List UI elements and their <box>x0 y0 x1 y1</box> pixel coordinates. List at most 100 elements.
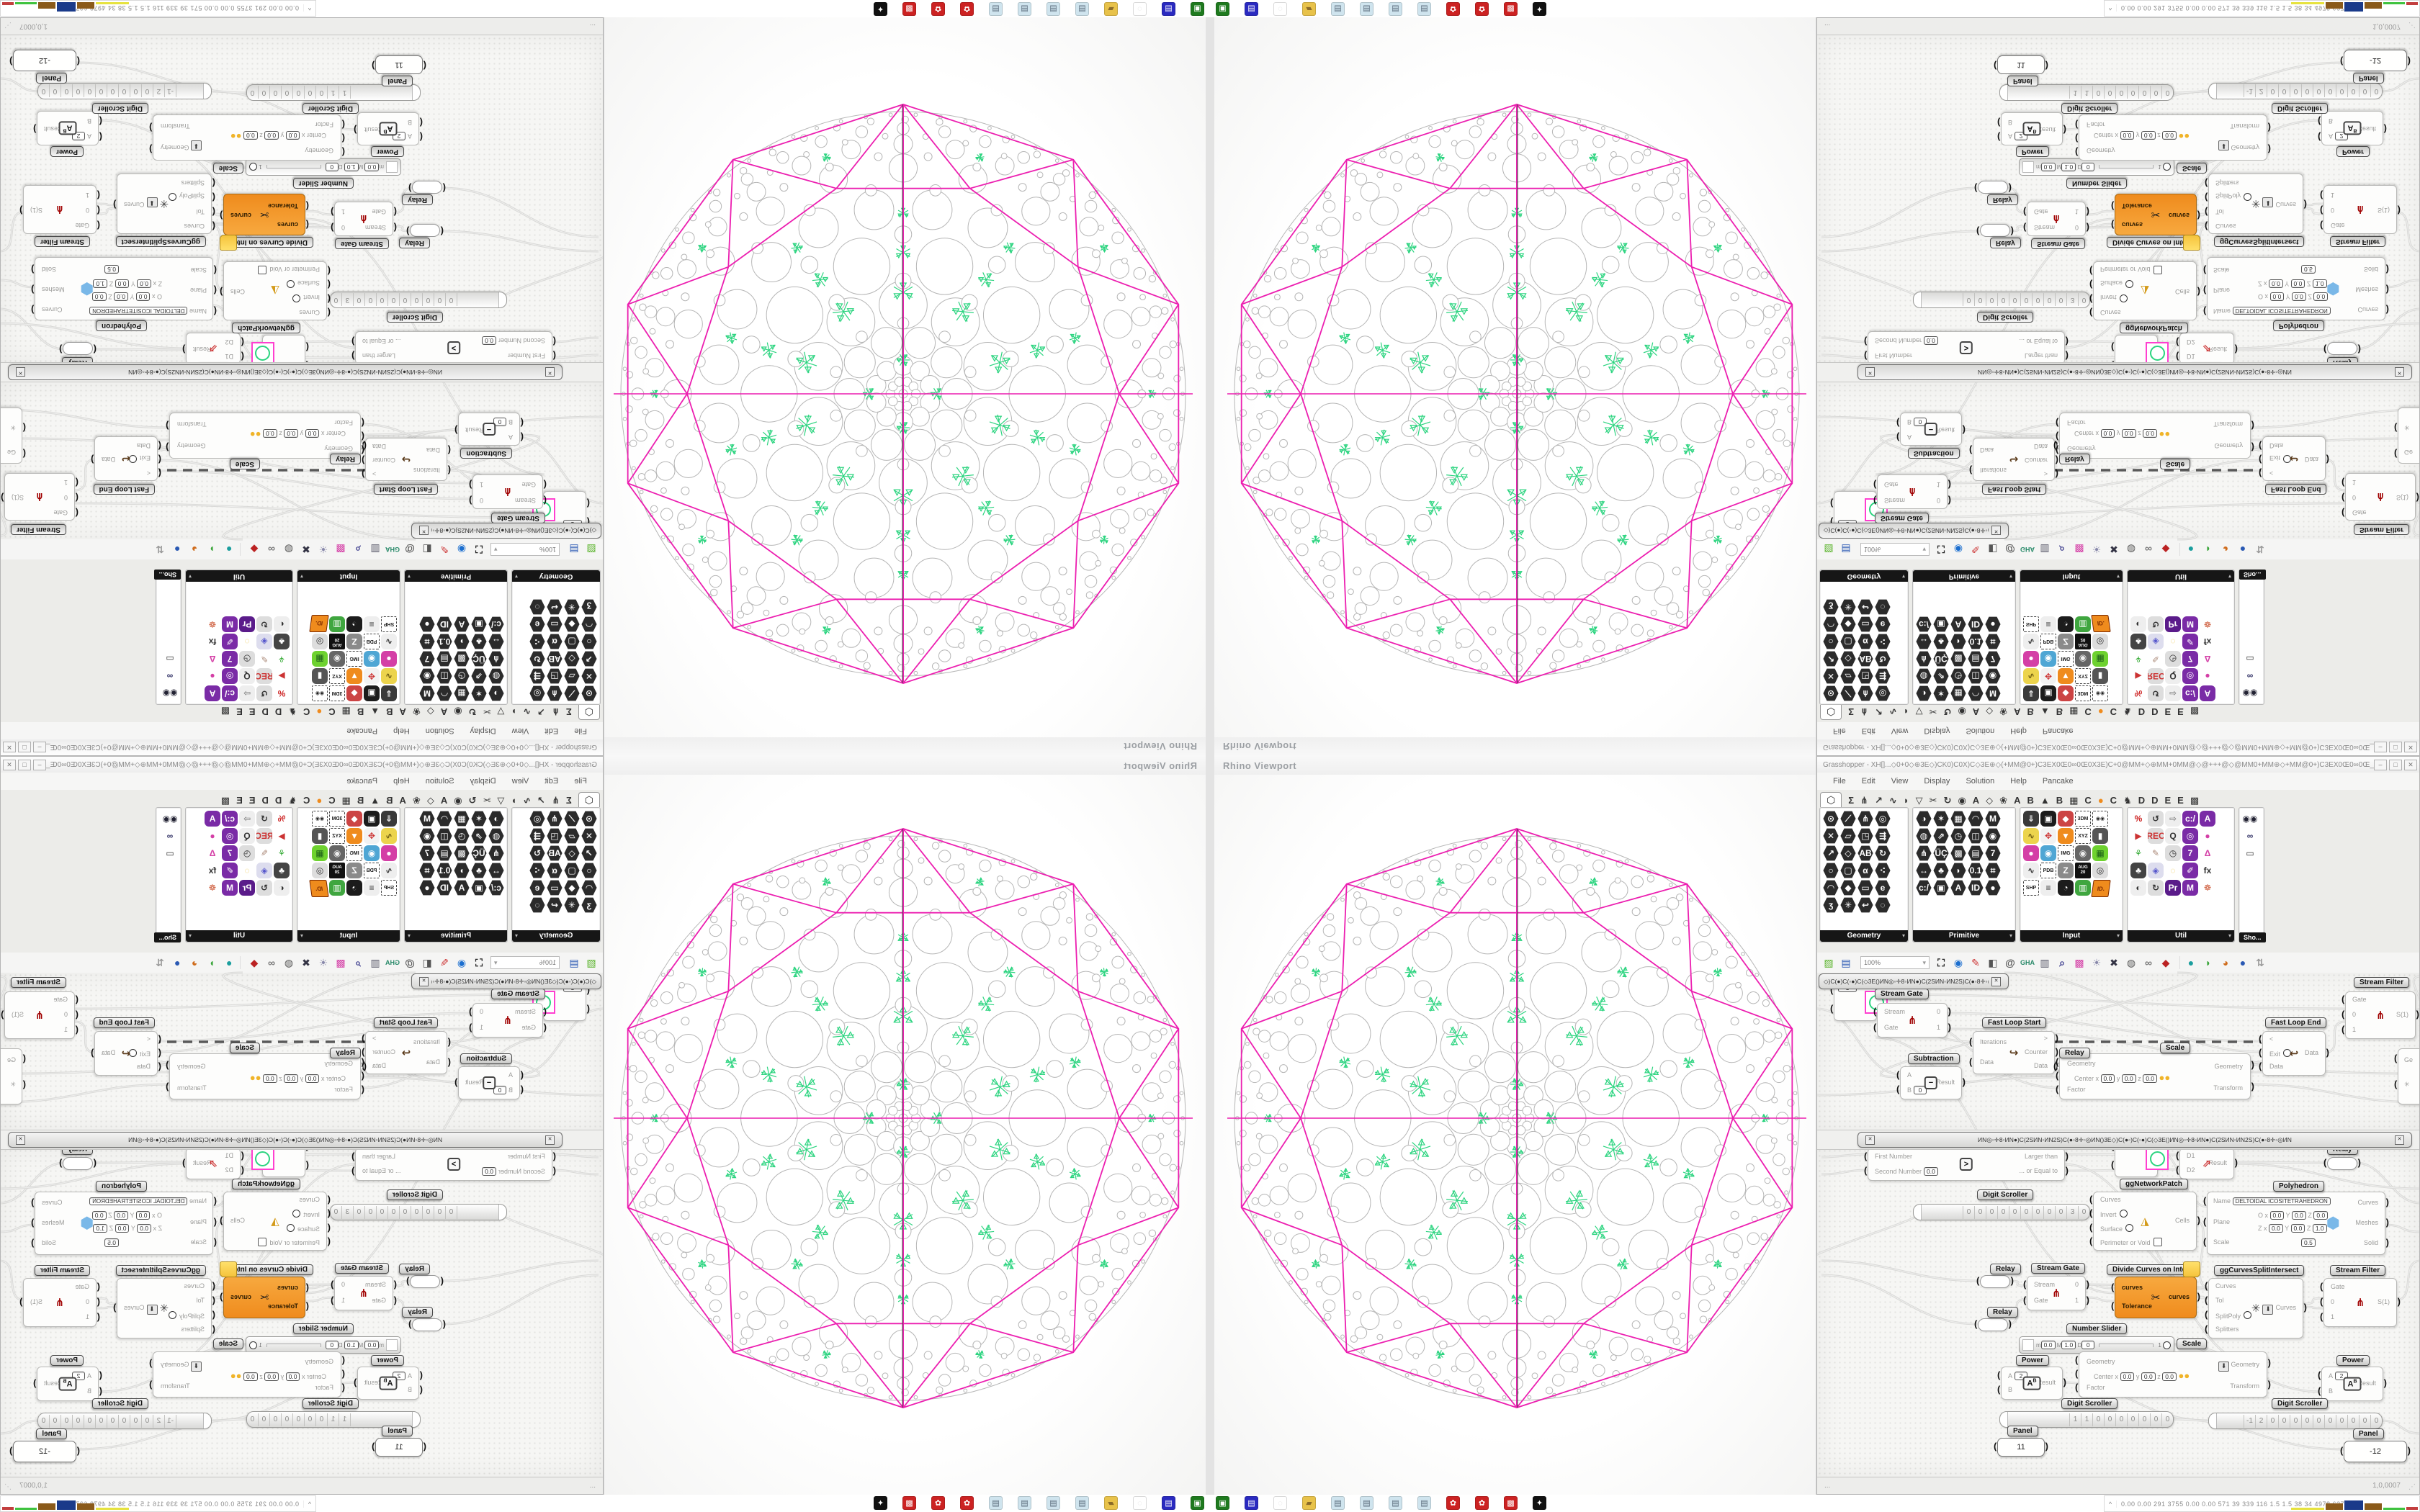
collapse-chevron-icon[interactable]: ^ <box>2105 4 2117 12</box>
node-label[interactable]: Subtraction <box>460 448 512 459</box>
output-port[interactable]: ) <box>2385 1217 2389 1228</box>
output-port[interactable]: ) <box>2055 1032 2058 1044</box>
scale-node[interactable]: Geometry Center x 0.0 y 0.0 z 0.0 ●● Facto… <box>2075 1351 2271 1398</box>
input-port[interactable]: ( <box>2023 207 2027 218</box>
node-label[interactable]: Fast Loop End <box>93 484 155 495</box>
output-port[interactable]: ) <box>59 1157 63 1168</box>
component-icon[interactable]: ◉ <box>2075 845 2091 861</box>
input-port[interactable]: ( <box>419 132 423 143</box>
component-icon[interactable]: c:/ <box>2182 811 2198 827</box>
input-port[interactable]: ( <box>393 222 397 233</box>
output-port[interactable]: ) <box>2234 344 2238 355</box>
component-icon[interactable]: e <box>1875 880 1891 896</box>
input-port[interactable]: ( <box>2259 454 2262 465</box>
node-label[interactable]: Fast Loop End <box>93 1017 155 1028</box>
component-icon[interactable]: ◐ <box>2130 880 2146 896</box>
component-icon[interactable]: ⌗ <box>1985 863 2001 878</box>
input-port[interactable]: ( <box>361 1070 364 1081</box>
input-port[interactable]: ( <box>2111 1159 2115 1170</box>
input-port[interactable]: ( <box>2056 445 2059 456</box>
mountain-tab[interactable]: ▲ <box>2040 795 2050 806</box>
component-icon[interactable]: ✶ <box>1933 811 1949 827</box>
menu-item-pancake[interactable]: Pancake <box>2042 777 2074 786</box>
component-icon[interactable]: ♣ <box>1933 863 1949 878</box>
node-label[interactable]: Scale <box>2177 163 2208 174</box>
input-port[interactable]: ( <box>543 480 547 491</box>
node-label[interactable]: Stream Filter <box>2330 236 2386 247</box>
output-port[interactable]: ) <box>2065 336 2069 347</box>
fast-loop-start-node[interactable]: (Iterations(Data)>)Counter)Data↪ <box>1969 1031 2058 1074</box>
clipped-node[interactable]: Ge ✳(( <box>2394 408 2420 464</box>
node-label[interactable]: Number Slider <box>2066 178 2128 189</box>
component-icon[interactable]: ⁖ <box>1875 863 1891 878</box>
input-port[interactable]: ( <box>440 1275 444 1286</box>
node-label[interactable]: Panel <box>382 76 413 86</box>
node-label[interactable]: Relay <box>1987 1307 2018 1318</box>
input-port[interactable]: ( <box>2341 1023 2345 1035</box>
output-port[interactable]: ) <box>351 336 355 347</box>
stream-gate-node[interactable]: (Stream(Gate) 0) 1 ⋔ <box>469 474 547 509</box>
fast-loop-end-node[interactable]: (<(Exit(Data) Data ↩ <box>2259 1031 2329 1076</box>
floppy-icon[interactable]: ▤ <box>1162 2 1175 16</box>
claw-icon[interactable]: ✦ <box>1533 2 1546 16</box>
node-label[interactable]: Digit Scroller <box>2272 1398 2329 1409</box>
output-port[interactable]: ) <box>354 125 357 135</box>
panel-label[interactable]: Primitive ▾ <box>1913 930 2015 942</box>
node-label[interactable]: Stream Gate <box>335 238 389 249</box>
panel-node[interactable]: -12() <box>2340 50 2411 71</box>
node-label[interactable]: Digit Scroller <box>91 103 148 114</box>
input-port[interactable]: ( <box>1896 432 1900 444</box>
node-label[interactable]: Digit Scroller <box>302 103 359 114</box>
input-port[interactable]: ( <box>97 189 100 201</box>
input-port[interactable]: ( <box>2023 1294 2027 1305</box>
curve-tab[interactable]: ∿ <box>1888 795 1897 806</box>
node-label[interactable]: Relay <box>402 1307 433 1318</box>
node-label[interactable]: Stream Filter <box>2354 977 2410 988</box>
node-label[interactable]: Panel <box>2353 73 2384 84</box>
node-label[interactable]: Stream Gate <box>491 513 545 523</box>
component-icon[interactable]: ◌ <box>1875 897 1891 913</box>
console-icon[interactable]: ▣ <box>1191 1496 1204 1510</box>
component-icon[interactable]: fx <box>2200 863 2215 878</box>
viewport-titlebar[interactable]: Rhino Viewport <box>1214 737 1816 756</box>
input-port[interactable]: ( <box>2176 1150 2179 1161</box>
bulb-icon[interactable]: ☀ <box>2092 956 2102 968</box>
component-icon[interactable]: M <box>1985 811 2001 827</box>
clipped-node[interactable]: Ge ✳(( <box>2394 1048 2419 1104</box>
component-icon[interactable]: ◎ <box>2092 863 2108 878</box>
surface-tab[interactable]: ◗ <box>1903 795 1909 806</box>
output-port[interactable]: ) <box>220 287 223 297</box>
node-label[interactable]: ggNetworkPatch <box>2120 323 2188 333</box>
tab-b2[interactable]: B <box>2056 795 2063 806</box>
output-port[interactable]: ) <box>113 199 117 210</box>
input-port[interactable]: ( <box>305 220 309 231</box>
input-port[interactable]: ( <box>2320 220 2323 232</box>
component-icon[interactable]: ⇗ <box>1933 828 1949 844</box>
output-port[interactable]: ) <box>1962 425 1966 436</box>
input-port[interactable]: ( <box>586 498 590 509</box>
input-port[interactable]: ( <box>1896 1068 1900 1080</box>
red-badge-icon[interactable]: ✿ <box>1446 2 1460 16</box>
output-port[interactable]: ) <box>31 1236 35 1248</box>
node-label[interactable]: Relay <box>2059 1048 2090 1058</box>
output-port[interactable]: ) <box>2267 1357 2271 1368</box>
input-port[interactable]: ( <box>447 445 451 456</box>
scale-node[interactable]: Geometry Center x 0.0 y 0.0 z 0.0 ●● Facto… <box>166 1053 364 1099</box>
input-port[interactable]: ( <box>2205 1295 2208 1305</box>
node-label[interactable]: Stream Filter <box>34 236 90 247</box>
stream-gate-node[interactable]: (Stream(Gate) 0) 1 ⋔ <box>469 1003 547 1038</box>
ggcurvessplitintersect-node[interactable]: (Curves(Tol(SplitPoly(Splitters)⬇Curves✳ <box>113 1278 215 1338</box>
node-label[interactable]: Stream Gate <box>2031 238 2085 249</box>
input-port[interactable]: ( <box>2089 293 2093 305</box>
ggnetworkpatch-node[interactable]: (Curves(Invert(Surface(Perimeter or Void… <box>220 1192 331 1251</box>
output-port[interactable]: ) <box>220 210 223 221</box>
input-port[interactable]: ( <box>447 1036 451 1048</box>
polyhedron-node[interactable]: Name DELTOIDAL ICOSITETRAHEDRON O x 0.0 Y… <box>31 1192 217 1255</box>
input-port[interactable]: ( <box>1969 464 1973 476</box>
input-port[interactable]: ( <box>1974 183 1978 194</box>
component-icon[interactable]: α <box>1857 863 1873 878</box>
